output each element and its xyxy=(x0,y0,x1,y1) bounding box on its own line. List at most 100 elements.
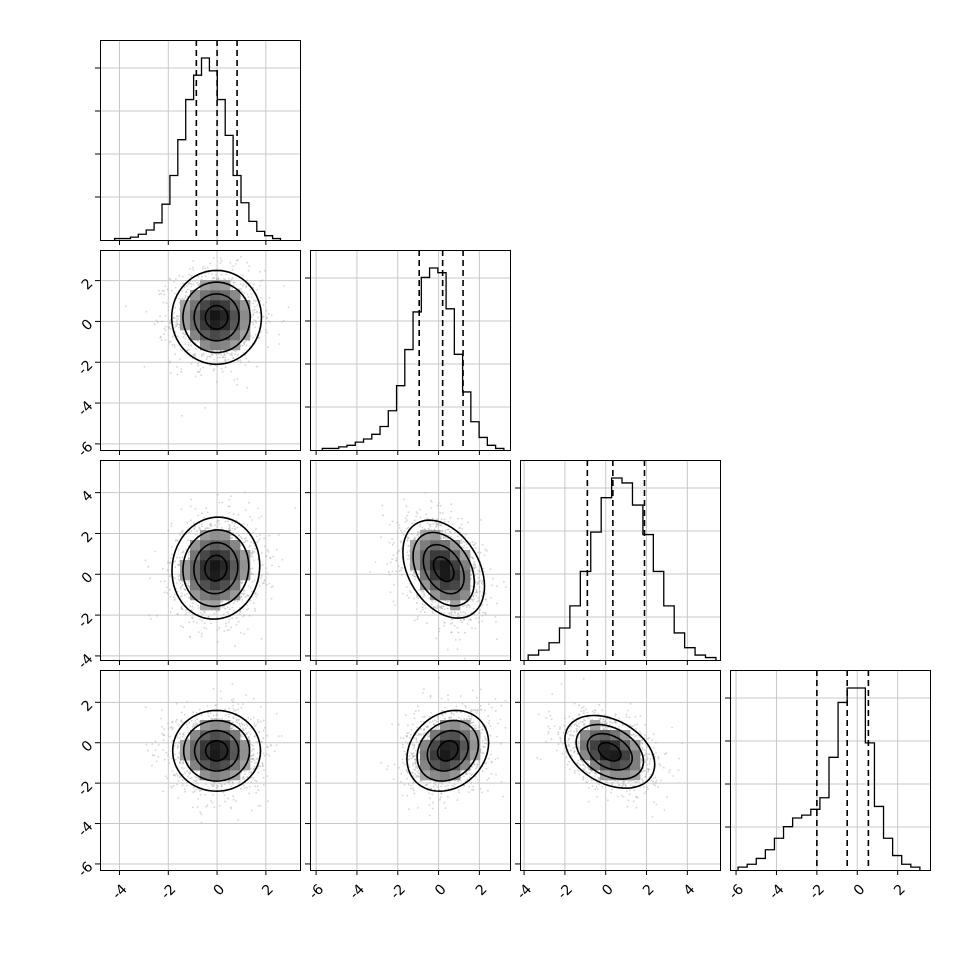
histogram-panel-3: -6 -4 -2 0 2 xyxy=(725,670,931,903)
scatter-point xyxy=(469,542,472,544)
scatter-point xyxy=(476,573,479,575)
histogram-step xyxy=(113,57,282,240)
scatter-point xyxy=(415,511,418,513)
scatter-point xyxy=(264,545,266,548)
scatter-point xyxy=(243,292,246,294)
density-cell xyxy=(430,590,441,601)
scatter-point xyxy=(223,277,225,280)
scatter-point xyxy=(244,773,246,776)
density-cell xyxy=(190,580,201,591)
scatter-point xyxy=(238,724,241,726)
scatter-point xyxy=(442,605,445,608)
scatter-point xyxy=(229,534,232,537)
scatter-point xyxy=(210,353,213,355)
scatter-point xyxy=(239,359,242,362)
scatter-point xyxy=(421,608,424,611)
scatter-point xyxy=(407,511,410,514)
scatter-point xyxy=(164,325,167,328)
scatter-point xyxy=(164,285,167,288)
scatter-point xyxy=(388,573,391,576)
scatter-point xyxy=(481,543,484,546)
scatter-point xyxy=(234,709,237,712)
scatter-point xyxy=(236,354,239,356)
scatter-point xyxy=(456,612,459,615)
scatter-point xyxy=(157,755,160,758)
scatter-point xyxy=(465,546,468,549)
scatter-point xyxy=(253,602,255,605)
scatter-point xyxy=(181,297,184,300)
scatter-point xyxy=(417,615,419,618)
scatter-point xyxy=(251,590,253,593)
scatter-point xyxy=(430,603,433,606)
density-cell xyxy=(200,330,211,341)
scatter-point xyxy=(200,374,203,377)
scatter-point xyxy=(236,600,239,603)
scatter-point xyxy=(243,786,246,789)
density-cell xyxy=(240,300,251,311)
scatter-point xyxy=(192,620,195,623)
scatter-point xyxy=(281,558,284,561)
scatter-point xyxy=(194,354,196,356)
scatter-point xyxy=(185,582,188,585)
scatter-point xyxy=(160,339,163,341)
scatter-point xyxy=(198,606,200,609)
scatter-point xyxy=(437,606,440,609)
scatter-point xyxy=(194,723,197,726)
scatter-point xyxy=(189,519,192,522)
scatter-point xyxy=(248,265,251,267)
scatter-point xyxy=(258,534,261,536)
scatter-point xyxy=(417,597,420,600)
scatter-point xyxy=(250,809,253,812)
scatter-point xyxy=(281,320,283,323)
scatter-point xyxy=(271,564,273,567)
y-tick-label: 0 xyxy=(79,316,97,334)
scatter-point xyxy=(246,594,249,597)
scatter-point xyxy=(242,541,245,544)
scatter-point xyxy=(201,613,204,616)
scatter-point xyxy=(158,293,161,296)
scatter-point xyxy=(224,607,227,610)
scatter-point xyxy=(261,574,263,577)
scatter-point xyxy=(172,596,175,599)
scatter-point xyxy=(263,582,265,585)
scatter-point xyxy=(202,354,204,357)
scatter-point xyxy=(255,596,257,598)
scatter-point xyxy=(264,578,266,581)
histogram-step xyxy=(527,477,717,660)
scatter-point xyxy=(201,525,204,528)
scatter-point xyxy=(190,530,193,532)
scatter-point xyxy=(169,328,172,331)
scatter-point xyxy=(224,356,227,359)
scatter-point xyxy=(220,368,223,370)
scatter-point xyxy=(438,627,441,630)
scatter-point xyxy=(167,305,170,308)
scatter-point xyxy=(404,517,407,520)
scatter-point xyxy=(424,607,427,609)
scatter-point xyxy=(224,520,227,523)
scatter-point xyxy=(220,260,223,262)
scatter-point xyxy=(226,611,229,613)
density-cell xyxy=(210,560,221,571)
scatter-point xyxy=(419,508,421,511)
scatter-point xyxy=(462,540,465,543)
scatter-point xyxy=(211,273,213,275)
scatter-point xyxy=(233,525,236,527)
scatter-point xyxy=(164,339,167,341)
scatter-point xyxy=(253,319,256,322)
scatter-point xyxy=(257,805,260,807)
x-tick-label: -4 xyxy=(766,881,787,902)
scatter-point xyxy=(257,540,259,542)
scatter-point xyxy=(207,527,209,529)
scatter-point xyxy=(415,515,418,518)
density-cell xyxy=(190,540,201,551)
density-cell xyxy=(450,540,461,551)
density-cell xyxy=(210,280,221,291)
scatter-point xyxy=(391,543,394,546)
scatter-point xyxy=(248,614,251,617)
scatter-point xyxy=(270,586,273,589)
scatter-point xyxy=(149,577,152,580)
scatter-point xyxy=(244,541,246,543)
scatter-point xyxy=(443,621,446,624)
density-cell xyxy=(210,330,221,341)
scatter-point xyxy=(436,518,439,520)
